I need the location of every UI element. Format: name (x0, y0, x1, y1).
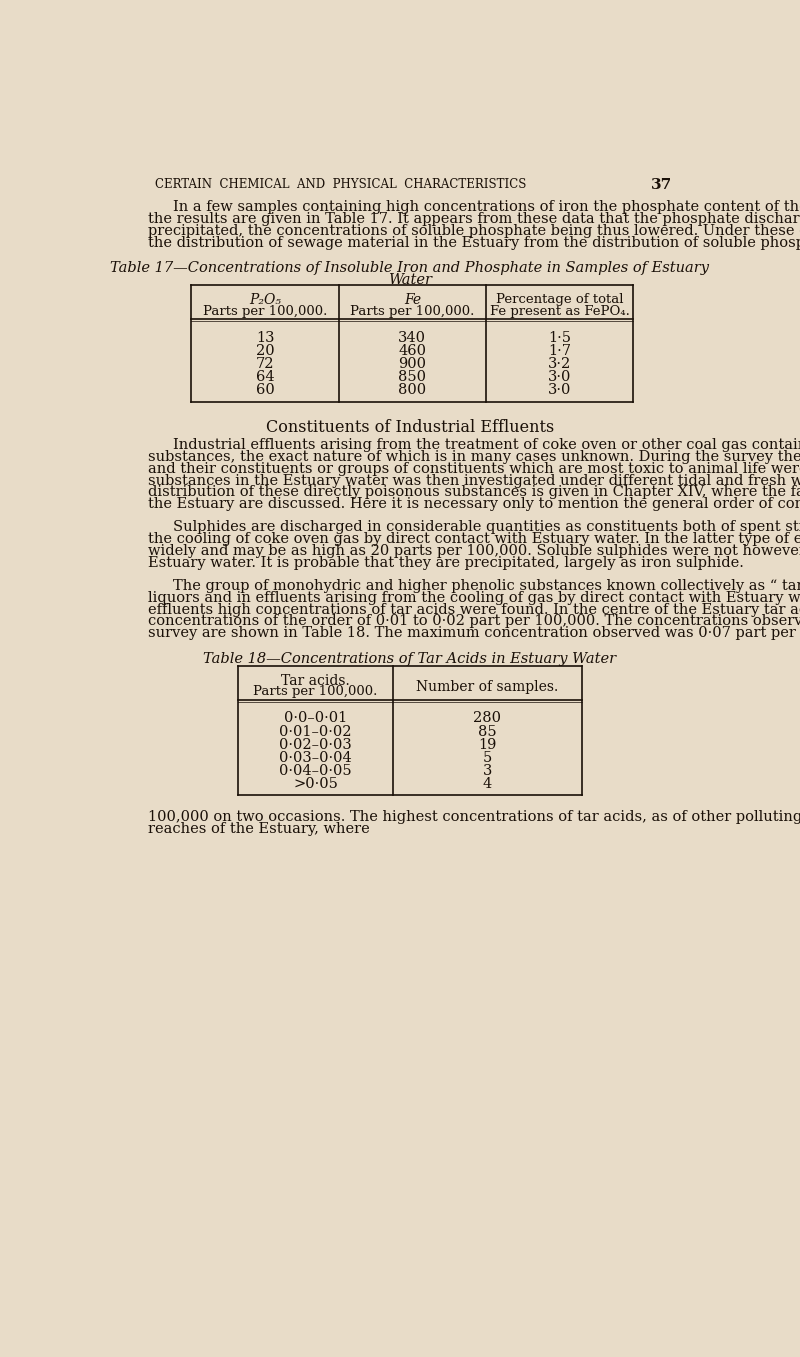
Text: 0·03–0·04: 0·03–0·04 (279, 750, 352, 765)
Text: concentrations of the order of 0·01 to 0·02 part per 100,000. The concentrations: concentrations of the order of 0·01 to 0… (148, 615, 800, 628)
Text: Percentage of total: Percentage of total (496, 293, 623, 305)
Text: 800: 800 (398, 383, 426, 398)
Text: 460: 460 (398, 343, 426, 358)
Text: Constituents of Industrial Effluents: Constituents of Industrial Effluents (266, 419, 554, 436)
Text: 64: 64 (256, 370, 274, 384)
Text: 60: 60 (256, 383, 274, 398)
Text: 340: 340 (398, 331, 426, 345)
Text: 850: 850 (398, 370, 426, 384)
Text: Table 17—Concentrations of Insoluble Iron and Phosphate in Samples of Estuary: Table 17—Concentrations of Insoluble Iro… (110, 262, 710, 275)
Text: CERTAIN  CHEMICAL  AND  PHYSICAL  CHARACTERISTICS: CERTAIN CHEMICAL AND PHYSICAL CHARACTERI… (154, 178, 526, 191)
Text: Industrial effluents arising from the treatment of coke oven or other coal gas c: Industrial effluents arising from the tr… (173, 438, 800, 452)
Text: the Estuary are discussed. Here it is necessary only to mention the general orde: the Estuary are discussed. Here it is ne… (148, 498, 800, 512)
Text: >0·05: >0·05 (293, 778, 338, 791)
Text: Sulphides are discharged in considerable quantities as constituents both of spen: Sulphides are discharged in considerable… (173, 520, 800, 535)
Text: effluents high concentrations of tar acids were found. In the centre of the Estu: effluents high concentrations of tar aci… (148, 603, 800, 616)
Text: Fe present as FePO₄.: Fe present as FePO₄. (490, 304, 630, 318)
Text: 4: 4 (483, 778, 492, 791)
Text: 13: 13 (256, 331, 274, 345)
Text: P₂O₅: P₂O₅ (249, 293, 281, 307)
Text: 280: 280 (474, 711, 502, 726)
Text: the results are given in Table 17. It appears from these data that the phosphate: the results are given in Table 17. It ap… (148, 212, 800, 225)
Text: substances in the Estuary water was then investigated under different tidal and : substances in the Estuary water was then… (148, 474, 800, 487)
Text: 37: 37 (650, 178, 672, 193)
Text: Parts per 100,000.: Parts per 100,000. (203, 304, 327, 318)
Text: 3·0: 3·0 (548, 370, 571, 384)
Text: Table 18—Concentrations of Tar Acids in Estuary Water: Table 18—Concentrations of Tar Acids in … (203, 653, 617, 666)
Text: Fe: Fe (404, 293, 421, 307)
Text: the cooling of coke oven gas by direct contact with Estuary water. In the latter: the cooling of coke oven gas by direct c… (148, 532, 800, 546)
Text: 3: 3 (483, 764, 492, 778)
Text: widely and may be as high as 20 parts per 100,000. Soluble sulphides were not ho: widely and may be as high as 20 parts pe… (148, 544, 800, 558)
Text: the distribution of sewage material in the Estuary from the distribution of solu: the distribution of sewage material in t… (148, 236, 800, 250)
Text: 3·0: 3·0 (548, 383, 571, 398)
Text: 0·02–0·03: 0·02–0·03 (279, 738, 352, 752)
Text: 0·01–0·02: 0·01–0·02 (279, 725, 352, 738)
Text: 72: 72 (256, 357, 274, 370)
Text: 900: 900 (398, 357, 426, 370)
Text: precipitated, the concentrations of soluble phosphate being thus lowered. Under : precipitated, the concentrations of solu… (148, 224, 800, 237)
Text: Parts per 100,000.: Parts per 100,000. (350, 304, 474, 318)
Text: 1·7: 1·7 (548, 343, 571, 358)
Text: 1·5: 1·5 (548, 331, 571, 345)
Text: 5: 5 (483, 750, 492, 765)
Text: survey are shown in Table 18. The maximum concentration observed was 0·07 part p: survey are shown in Table 18. The maximu… (148, 627, 796, 641)
Text: Tar acids.: Tar acids. (281, 673, 350, 688)
Text: In a few samples containing high concentrations of iron the phosphate content of: In a few samples containing high concent… (173, 199, 800, 214)
Text: 3·2: 3·2 (548, 357, 571, 370)
Text: and their constituents or groups of constituents which are most toxic to animal : and their constituents or groups of cons… (148, 461, 800, 475)
Text: Water: Water (388, 273, 432, 286)
Text: 20: 20 (256, 343, 274, 358)
Text: Parts per 100,000.: Parts per 100,000. (254, 685, 378, 699)
Text: Estuary water. It is probable that they are precipitated, largely as iron sulphi: Estuary water. It is probable that they … (148, 556, 744, 570)
Text: liquors and in effluents arising from the cooling of gas by direct contact with : liquors and in effluents arising from th… (148, 590, 800, 605)
Text: reaches of the Estuary, where: reaches of the Estuary, where (148, 822, 370, 836)
Text: 0·04–0·05: 0·04–0·05 (279, 764, 352, 778)
Text: The group of monohydric and higher phenolic substances known collectively as “ t: The group of monohydric and higher pheno… (173, 578, 800, 593)
Text: distribution of these directly poisonous substances is given in Chapter XIV, whe: distribution of these directly poisonous… (148, 486, 800, 499)
Text: 85: 85 (478, 725, 497, 738)
Text: 19: 19 (478, 738, 497, 752)
Text: Number of samples.: Number of samples. (416, 680, 558, 693)
Text: 100,000 on two occasions. The highest concentrations of tar acids, as of other p: 100,000 on two occasions. The highest co… (148, 810, 800, 824)
Text: substances, the exact nature of which is in many cases unknown. During the surve: substances, the exact nature of which is… (148, 449, 800, 464)
Text: 0·0–0·01: 0·0–0·01 (284, 711, 347, 726)
